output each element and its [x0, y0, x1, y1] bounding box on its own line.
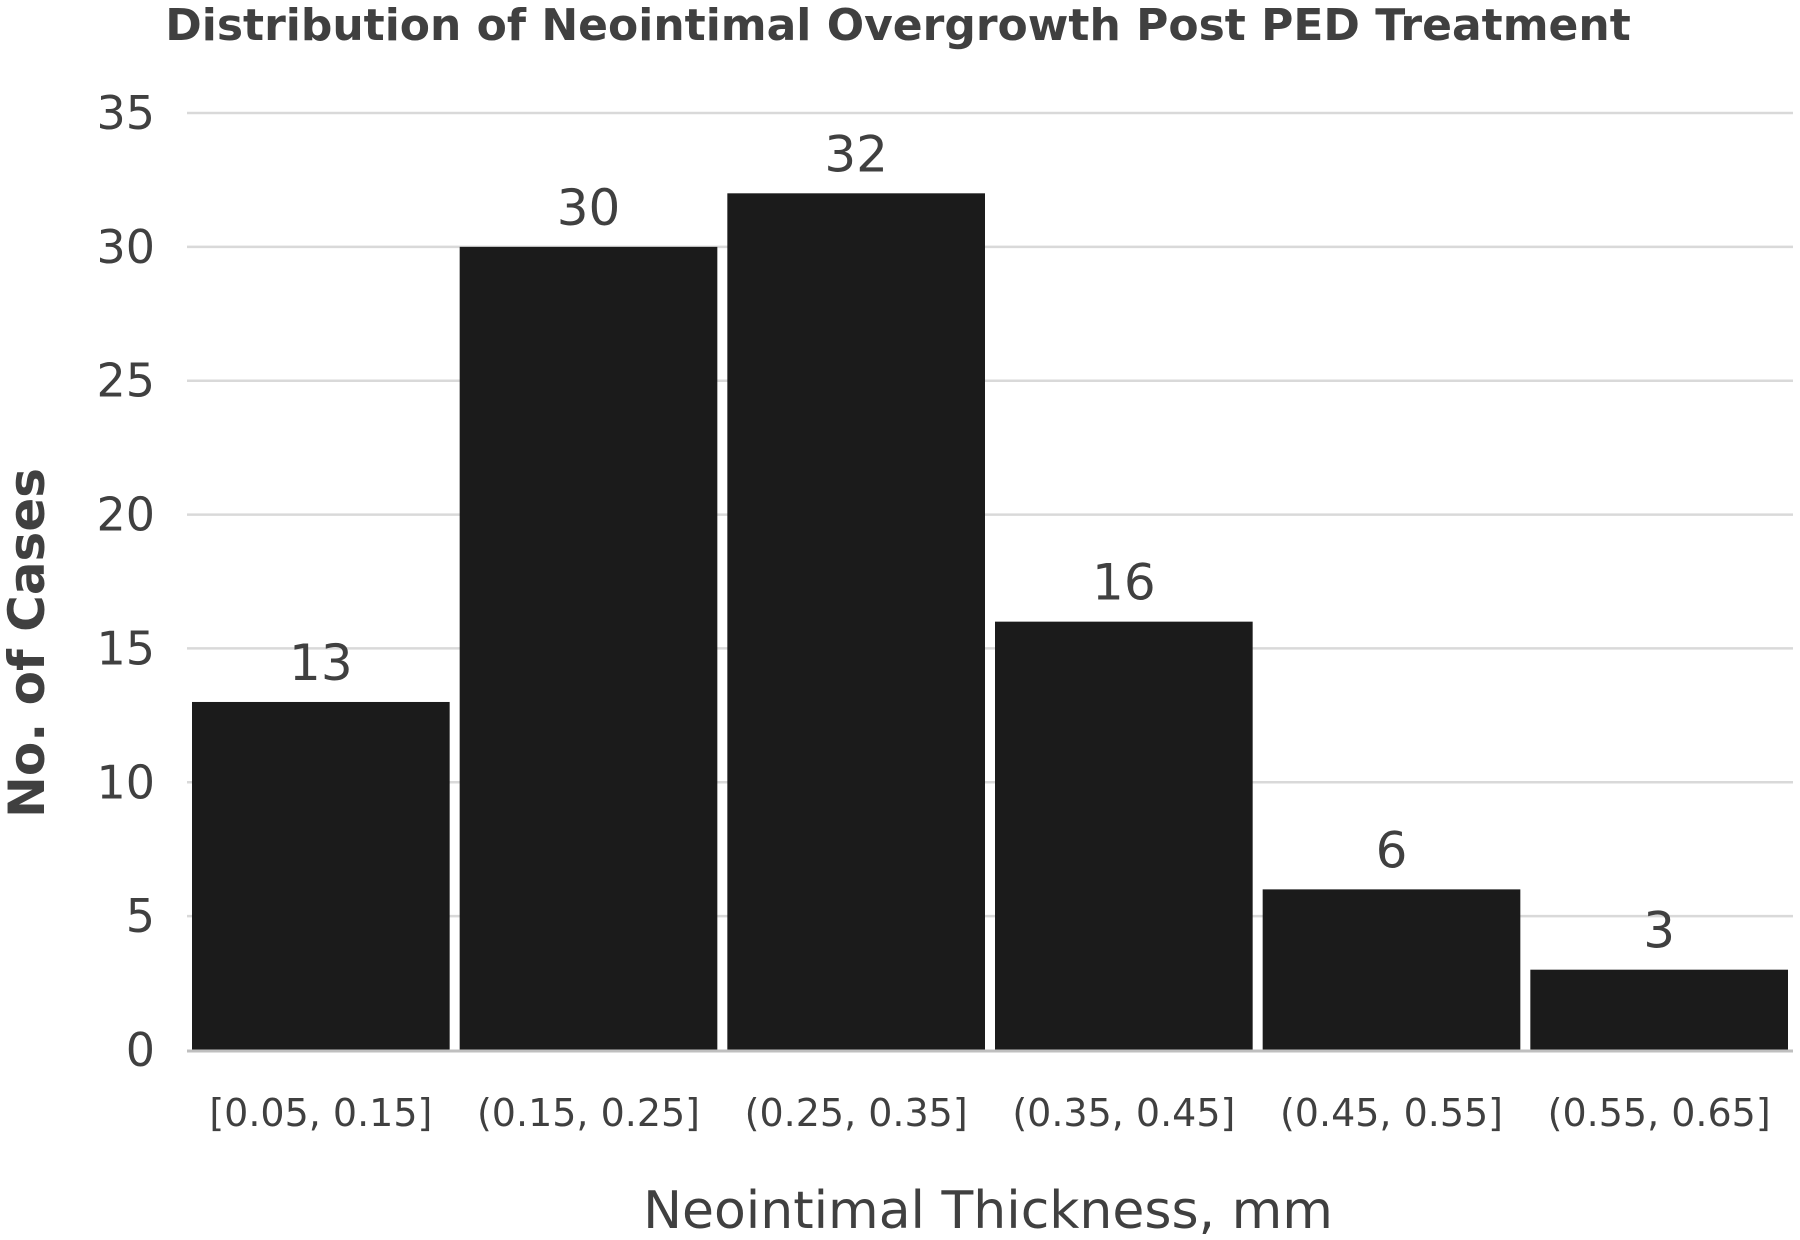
y-tick-label: 30: [96, 220, 155, 274]
x-tick-label: (0.55, 0.65]: [1548, 1091, 1771, 1135]
bar: [192, 701, 450, 1050]
x-tick-labels: [0.05, 0.15] (0.15, 0.25] (0.25, 0.35] (0.3…: [209, 1091, 1770, 1135]
bar: [459, 246, 718, 1050]
y-axis-label: No. of Cases: [0, 468, 56, 818]
bar-data-label: 3: [1643, 902, 1675, 960]
x-axis-label: Neointimal Thickness, mm: [643, 1181, 1333, 1240]
y-tick-label: 15: [96, 621, 155, 675]
y-tick-label: 25: [96, 354, 155, 408]
bar-data-labels: 13 30 32 16 6 3: [289, 125, 1675, 959]
bar-data-label: 30: [557, 179, 621, 237]
y-tick-label: 35: [96, 86, 155, 140]
y-tick-label: 0: [126, 1023, 155, 1077]
bar-data-label: 32: [824, 125, 888, 183]
y-tick-label: 20: [96, 488, 155, 542]
bar: [727, 193, 985, 1051]
bar-data-label: 6: [1376, 821, 1408, 879]
y-tick-label: 5: [126, 889, 155, 943]
x-tick-label: (0.45, 0.55]: [1280, 1091, 1503, 1135]
bar: [995, 621, 1253, 1050]
y-tick-labels: 0 5 10 15 20 25 30 35: [96, 86, 155, 1077]
bar-data-label: 13: [289, 634, 353, 692]
bar: [1530, 969, 1788, 1050]
x-tick-label: (0.25, 0.35]: [745, 1091, 968, 1135]
gridlines: [187, 111, 1793, 918]
x-tick-label: (0.35, 0.45]: [1012, 1091, 1235, 1135]
y-tick-label: 10: [96, 755, 155, 809]
bar-data-label: 16: [1092, 554, 1156, 612]
x-tick-label: (0.15, 0.25]: [477, 1091, 700, 1135]
chart-title: Distribution of Neointimal Overgrowth Po…: [165, 0, 1631, 51]
x-tick-label: [0.05, 0.15]: [209, 1091, 432, 1135]
bar: [1262, 889, 1521, 1050]
bars: [192, 193, 1788, 1051]
